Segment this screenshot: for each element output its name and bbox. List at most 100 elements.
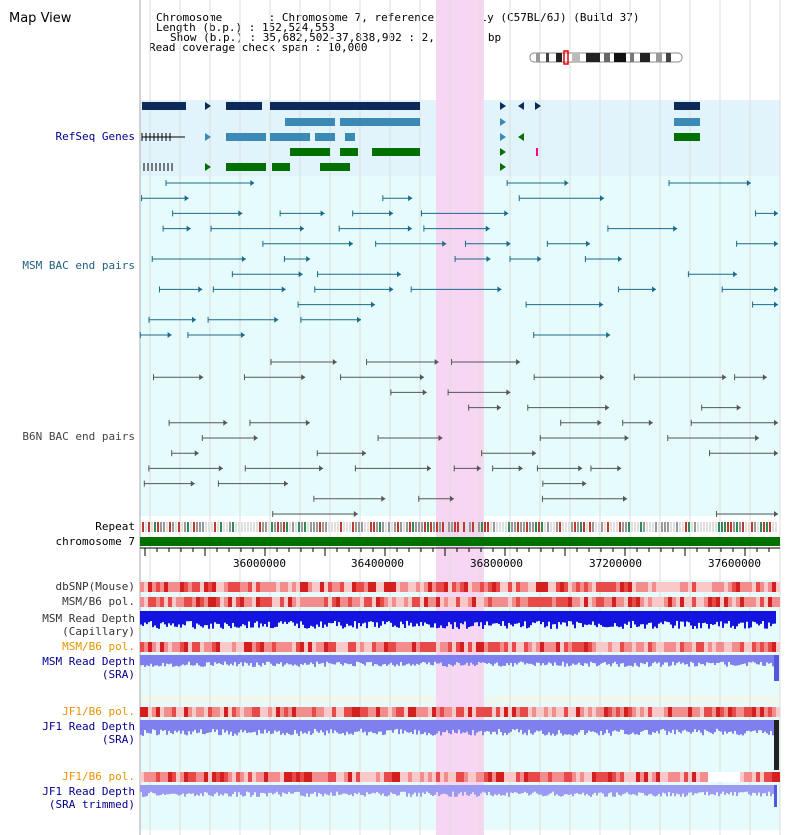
msm-capillary-depth-bar — [624, 611, 626, 624]
polymorphism-cell — [692, 582, 696, 592]
bac-end-arrow — [617, 256, 622, 262]
jf1-sra-depth-bar — [698, 720, 700, 731]
msm-capillary-depth-bar — [706, 611, 708, 624]
polymorphism-cell — [368, 597, 372, 607]
msm-sra-depth-bar — [226, 655, 228, 665]
msm-sra-depth-bar — [208, 655, 210, 663]
jf1-sra-depth-bar — [462, 720, 464, 733]
msm-sra-depth-bar — [304, 655, 306, 664]
jf1-sra-depth-bar — [526, 720, 528, 736]
polymorphism-cell — [684, 642, 688, 652]
repeat-element — [718, 522, 720, 532]
dbsnp-label[interactable]: dbSNP(Mouse) — [55, 580, 135, 593]
polymorphism-cell — [236, 597, 240, 607]
repeat-element — [523, 522, 525, 532]
msm-sra-depth-bar — [448, 655, 450, 664]
repeat-element — [538, 522, 540, 532]
bac-end-arrow — [774, 286, 778, 293]
jf1-sra-depth-bar — [460, 720, 462, 734]
jf1-read-depth-sra-label[interactable]: JF1 Read Depth — [42, 720, 135, 733]
msm-capillary-depth-bar — [550, 611, 552, 629]
msm-sra-depth-bar — [250, 655, 252, 663]
msm-capillary-depth-bar — [598, 611, 600, 624]
msm-capillary-depth-bar — [532, 611, 534, 623]
repeat-element — [700, 522, 702, 532]
polymorphism-cell — [488, 582, 492, 592]
polymorphism-cell — [384, 772, 388, 782]
repeat-element — [241, 522, 243, 532]
polymorphism-cell — [568, 582, 572, 592]
msm-read-depth-sra-label[interactable]: MSM Read Depth — [42, 655, 135, 668]
bac-end-arrow — [564, 180, 569, 186]
refseq-genes-label[interactable]: RefSeq Genes — [55, 130, 135, 143]
jf1-read-depth-trimmed-label[interactable]: JF1 Read Depth — [42, 785, 135, 798]
polymorphism-cell — [352, 642, 356, 652]
jf1-trimmed-depth-bar — [578, 785, 580, 795]
msm-sra-depth-bar — [578, 655, 580, 663]
repeat-element — [145, 522, 147, 532]
msm-sra-depth-bar — [510, 655, 512, 663]
polymorphism-cell — [196, 642, 200, 652]
bac-end-arrow — [305, 419, 310, 426]
repeat-element — [571, 522, 573, 532]
msm-capillary-depth-bar — [686, 611, 688, 622]
msm-b6-pol-sra-label[interactable]: MSM/B6 pol. — [62, 640, 135, 653]
msm-b6-pol-label[interactable]: MSM/B6 pol. — [62, 595, 135, 608]
polymorphism-cell — [172, 582, 176, 592]
polymorphism-cell — [228, 772, 232, 782]
polymorphism-cell — [296, 597, 300, 607]
bac-end-arrow — [485, 225, 490, 232]
msm-capillary-depth-bar — [368, 611, 370, 622]
polymorphism-cell — [652, 707, 656, 717]
polymorphism-cell — [632, 707, 636, 717]
jf1-b6-pol-2-label[interactable]: JF1/B6 pol. — [62, 770, 135, 783]
polymorphism-cell — [428, 582, 432, 592]
polymorphism-cell — [396, 642, 400, 652]
msm-capillary-depth-bar — [326, 611, 328, 627]
polymorphism-cell — [300, 772, 304, 782]
msm-capillary-depth-bar — [754, 611, 756, 623]
bac-end-arrow — [605, 404, 610, 411]
polymorphism-cell — [332, 642, 336, 652]
jf1-trimmed-depth-bar — [738, 785, 740, 793]
msm-sra-depth-bar — [426, 655, 428, 665]
jf1-sra-depth-bar — [350, 720, 352, 734]
polymorphism-cell — [544, 597, 548, 607]
polymorphism-cell — [496, 582, 500, 592]
polymorphism-cell — [704, 772, 708, 782]
jf1-sra-depth-bar — [288, 720, 290, 734]
polymorphism-cell — [772, 597, 776, 607]
msm-capillary-depth-bar — [158, 611, 160, 629]
msm-bac-end-pairs-label[interactable]: MSM BAC end pairs — [22, 259, 135, 272]
polymorphism-cell — [416, 642, 420, 652]
jf1-sra-depth-bar — [342, 720, 344, 734]
jf1-sra-depth-bar — [396, 720, 398, 729]
jf1-trimmed-depth-bar — [586, 785, 588, 794]
msm-capillary-depth-bar — [654, 611, 656, 627]
jf1-sra-depth-bar — [706, 720, 708, 731]
jf1-trimmed-depth-bar — [612, 785, 614, 797]
repeat-label[interactable]: Repeat — [95, 520, 135, 533]
bac-end-arrow — [190, 480, 195, 487]
jf1-trimmed-depth-bar — [704, 785, 706, 796]
jf1-sra-depth-bar — [172, 720, 174, 735]
polymorphism-cell — [432, 642, 436, 652]
chromosome-ideogram[interactable] — [529, 50, 683, 65]
b6n-bac-end-pairs-label[interactable]: B6N BAC end pairs — [22, 430, 135, 443]
jf1-sra-depth-bar — [636, 720, 638, 735]
bac-end-arrow — [218, 465, 223, 472]
jf1-trimmed-depth-bar — [180, 785, 182, 795]
jf1-trimmed-depth-bar — [752, 785, 754, 793]
polymorphism-cell — [228, 582, 232, 592]
jf1-trimmed-depth-bar — [480, 785, 482, 794]
polymorphism-cell — [240, 582, 244, 592]
bac-end-arrow — [746, 180, 751, 186]
polymorphism-cell — [276, 707, 280, 717]
jf1-trimmed-depth-bar — [386, 785, 388, 797]
polymorphism-cell — [244, 707, 248, 717]
polymorphism-cell — [520, 772, 524, 782]
jf1-b6-pol-label[interactable]: JF1/B6 pol. — [62, 705, 135, 718]
jf1-trimmed-depth-bar — [670, 785, 672, 797]
msm-read-depth-capillary-label[interactable]: MSM Read Depth — [42, 612, 135, 625]
